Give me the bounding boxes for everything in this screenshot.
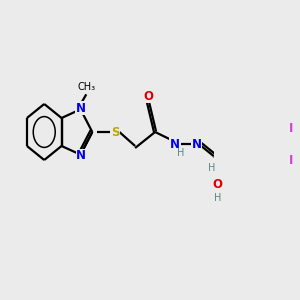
Text: I: I [289, 154, 293, 166]
Text: O: O [212, 178, 222, 190]
Text: N: N [170, 137, 180, 151]
Text: N: N [191, 137, 202, 151]
Text: S: S [111, 125, 119, 139]
Text: CH₃: CH₃ [77, 82, 95, 92]
Text: N: N [76, 149, 86, 162]
Text: H: H [177, 148, 184, 158]
Text: H: H [214, 193, 221, 203]
Text: H: H [208, 163, 215, 173]
Text: I: I [289, 122, 293, 134]
Text: N: N [76, 102, 85, 115]
Text: O: O [143, 89, 153, 103]
